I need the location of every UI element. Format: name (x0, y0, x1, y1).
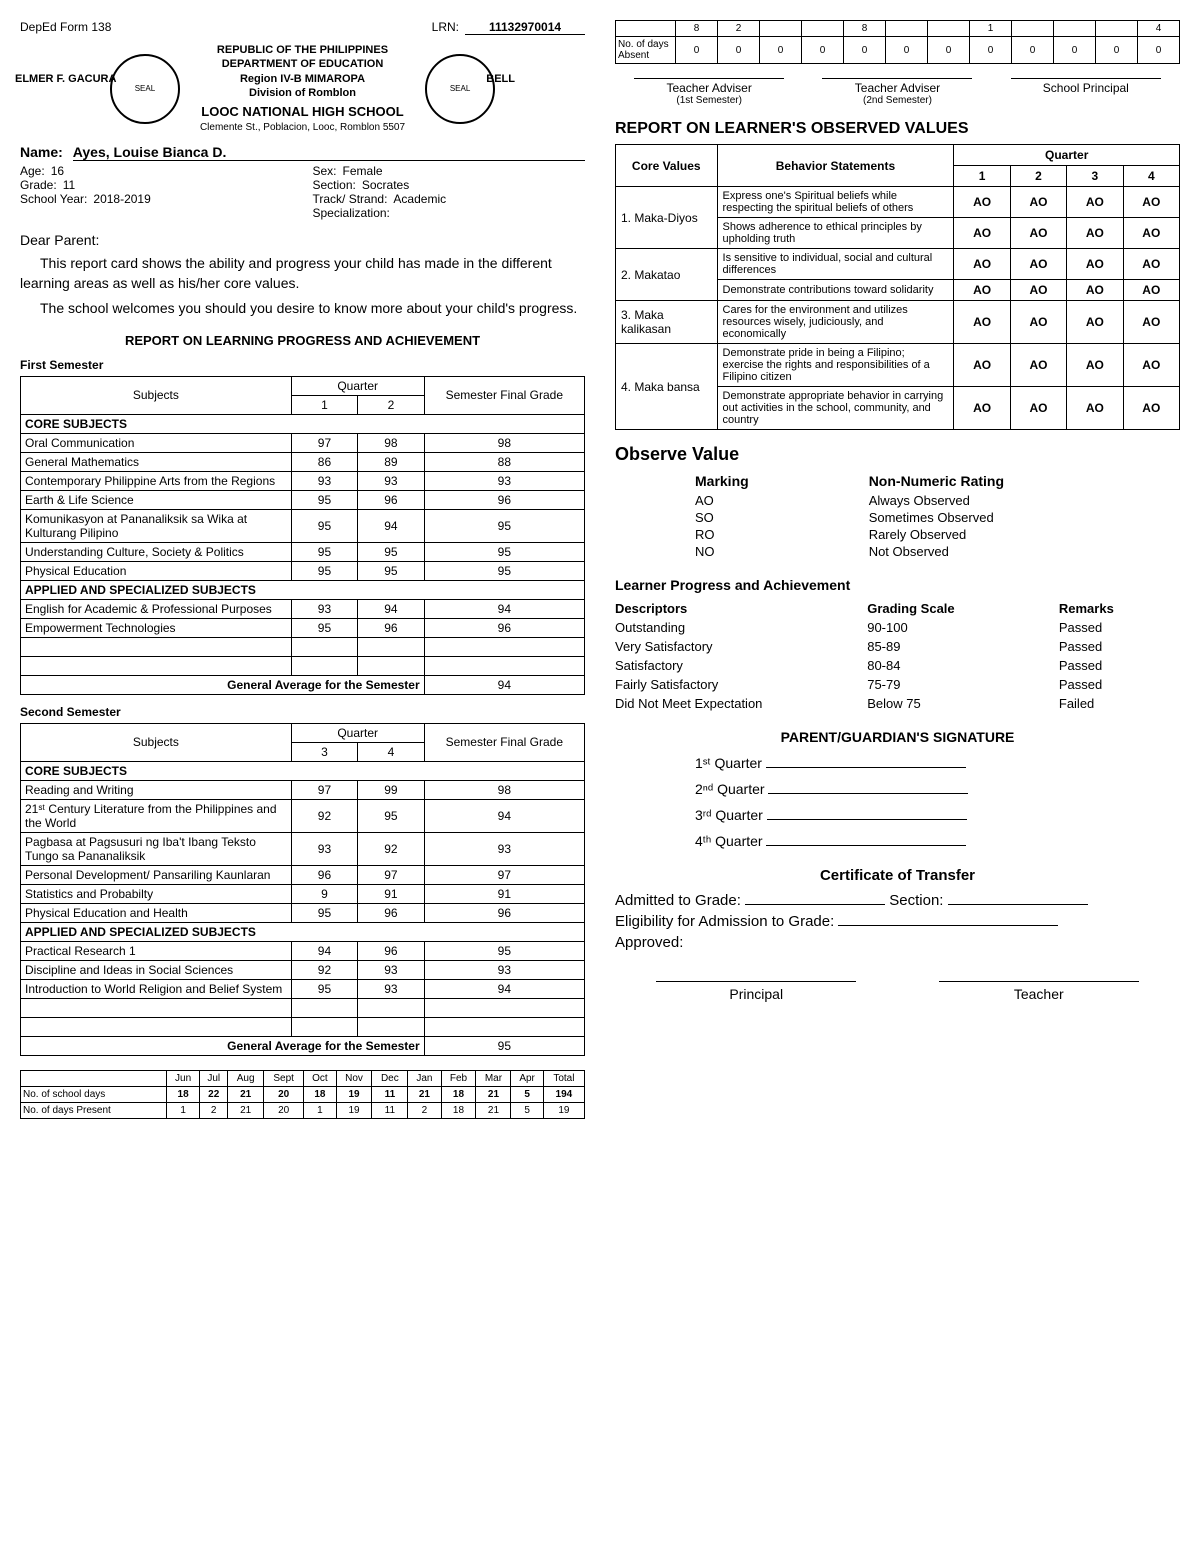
values-table: Core ValuesBehavior StatementsQuarter 12… (615, 144, 1180, 430)
marking-code: NO (695, 544, 749, 559)
school-name: LOOC NATIONAL HIGH SCHOOL (200, 104, 405, 121)
sex-label: Sex: (313, 164, 337, 178)
sem1-table: SubjectsQuarterSemester Final Grade 12 C… (20, 376, 585, 695)
spec-label: Specialization: (313, 206, 390, 220)
marking-code: AO (695, 493, 749, 508)
marking-rating: Always Observed (869, 493, 1004, 508)
rating-header: Non-Numeric Rating (869, 473, 1004, 489)
intro-para1: This report card shows the ability and p… (20, 254, 585, 293)
absent-table: 82814No. of days Absent000000000000 (615, 20, 1180, 64)
name-label: Name: (20, 144, 63, 161)
section-label: Section: (313, 178, 356, 192)
lrn-label: LRN: (432, 20, 459, 35)
lrn-value: 11132970014 (465, 20, 585, 35)
values-title: REPORT ON LEARNER'S OBSERVED VALUES (615, 120, 1180, 138)
grade-label: Grade: (20, 178, 57, 192)
student-sex: Female (343, 164, 383, 178)
dear-parent: Dear Parent: (20, 232, 585, 248)
signature-title: PARENT/GUARDIAN'S SIGNATURE (615, 729, 1180, 745)
cert-title: Certificate of Transfer (615, 867, 1180, 884)
footer-teacher: Teacher (1014, 986, 1064, 1002)
school-address: Clemente St., Poblacion, Looc, Romblon 5… (200, 121, 405, 134)
footer-principal: Principal (729, 986, 783, 1002)
student-sy: 2018-2019 (93, 192, 150, 206)
marking-rating: Not Observed (869, 544, 1004, 559)
right-seal-icon: SEAL (425, 54, 495, 124)
marking-rating: Rarely Observed (869, 527, 1004, 542)
cert-admitted: Admitted to Grade: (615, 892, 741, 909)
student-grade: 11 (63, 178, 75, 192)
principal-label: School Principal (1011, 81, 1161, 95)
header-division: Division of Romblon (200, 86, 405, 100)
adviser2-label: Teacher Adviser (822, 81, 972, 95)
signature-line: 1ˢᵗ Quarter (695, 755, 1180, 771)
adviser1-label: Teacher Adviser (634, 81, 784, 95)
sem1-label: First Semester (20, 358, 585, 372)
student-section: Socrates (362, 178, 409, 192)
adviser2-sub: (2nd Semester) (822, 95, 972, 106)
marking-rating: Sometimes Observed (869, 510, 1004, 525)
intro-para2: The school welcomes you should you desir… (20, 299, 585, 319)
sem2-table: SubjectsQuarterSemester Final Grade 34 C… (20, 723, 585, 1056)
cert-section: Section: (889, 892, 943, 909)
signature-line: 3ʳᵈ Quarter (695, 807, 1180, 823)
marking-code: RO (695, 527, 749, 542)
sem2-label: Second Semester (20, 705, 585, 719)
lpa-grid: DescriptorsGrading ScaleRemarksOutstandi… (615, 601, 1180, 711)
teacher-name-overlay: BELL (486, 73, 515, 85)
track-label: Track/ Strand: (313, 192, 388, 206)
student-name: Ayes, Louise Bianca D. (73, 144, 585, 161)
lpa-title: Learner Progress and Achievement (615, 577, 1180, 593)
principal-name-overlay: ELMER F. GACURA (15, 73, 116, 85)
observe-title: Observe Value (615, 444, 1180, 465)
header-region: Region IV-B MIMAROPA (200, 72, 405, 86)
cert-elig: Eligibility for Admission to Grade: (615, 913, 834, 930)
attendance-table: JunJulAugSeptOctNovDecJanFebMarAprTotalN… (20, 1070, 585, 1119)
student-age: 16 (51, 164, 64, 178)
form-number: DepEd Form 138 (20, 20, 111, 35)
marking-code: SO (695, 510, 749, 525)
rlpa-title: REPORT ON LEARNING PROGRESS AND ACHIEVEM… (20, 333, 585, 348)
adviser1-sub: (1st Semester) (634, 95, 784, 106)
signature-line: 2ⁿᵈ Quarter (695, 781, 1180, 797)
age-label: Age: (20, 164, 45, 178)
sy-label: School Year: (20, 192, 87, 206)
marking-header: Marking (695, 473, 749, 489)
signature-line: 4ᵗʰ Quarter (695, 833, 1180, 849)
header-republic: REPUBLIC OF THE PHILIPPINES (200, 43, 405, 57)
left-seal-icon: SEAL (110, 54, 180, 124)
header-dept: DEPARTMENT OF EDUCATION (200, 57, 405, 71)
cert-approved: Approved: (615, 934, 683, 951)
student-track: Academic (393, 192, 446, 206)
